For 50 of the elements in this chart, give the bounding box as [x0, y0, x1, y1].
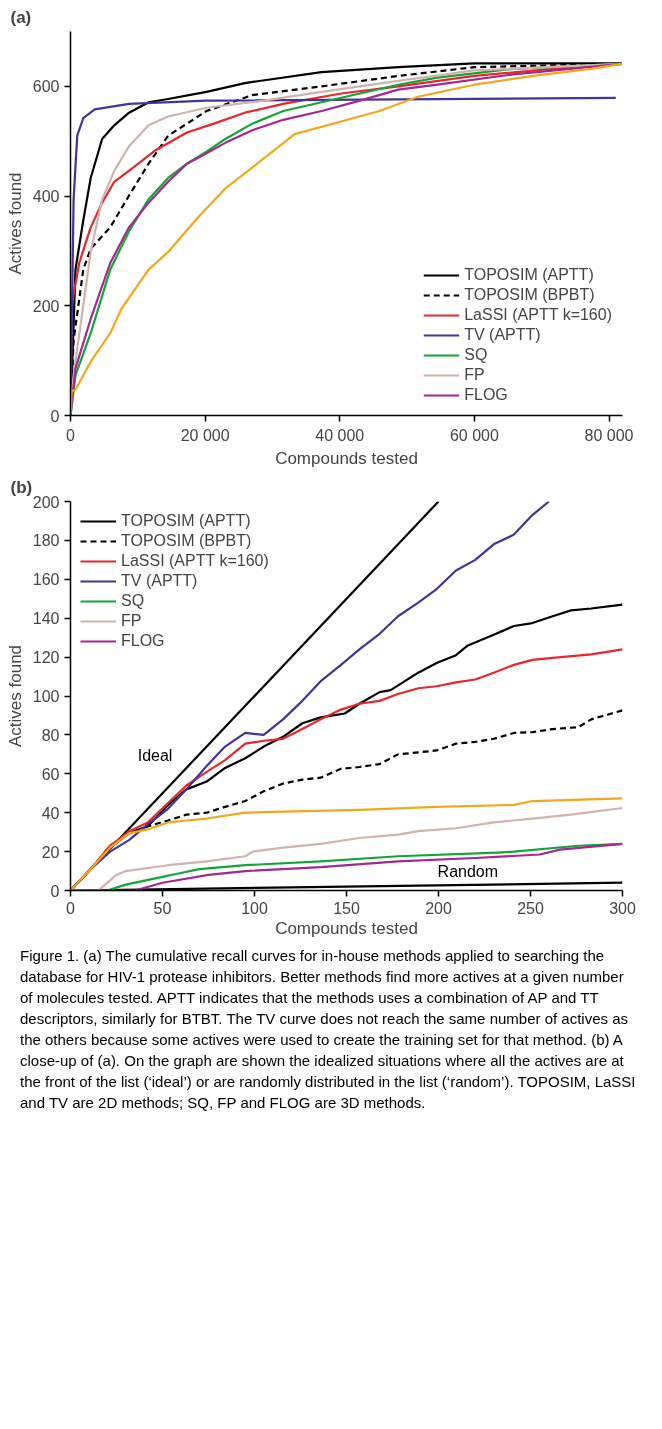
y-axis-title: Actives found	[5, 644, 25, 748]
legend-label: SQ	[121, 592, 145, 610]
legend-label: TOPOSIM (APTT)	[121, 512, 251, 530]
y-tick-label: 140	[32, 610, 60, 628]
y-tick-label: 200	[32, 297, 60, 315]
y-tick-label: 180	[32, 532, 60, 550]
x-tick-label: 150	[333, 899, 360, 917]
x-tick-label: 250	[517, 899, 544, 917]
y-tick-label: 160	[32, 571, 60, 589]
y-tick-label: 100	[32, 688, 60, 705]
x-tick-label: 40 000	[315, 426, 365, 444]
x-tick-label: 80 000	[584, 426, 634, 444]
y-tick-label: 60	[41, 765, 60, 783]
y-axis-title: Actives found	[5, 172, 25, 275]
legend-label: TOPOSIM (APTT)	[464, 266, 594, 284]
y-tick-label: 20	[41, 843, 60, 861]
legend-label: SQ	[464, 346, 488, 364]
legend-label: FLOG	[121, 632, 165, 650]
x-tick-label: 300	[609, 899, 636, 917]
y-tick-label: 0	[50, 407, 60, 425]
legend-label: LaSSI (APTT k=160)	[121, 552, 269, 570]
legend-label: LaSSI (APTT k=160)	[464, 306, 612, 324]
y-tick-label: 200	[32, 493, 60, 511]
x-tick-label: 200	[425, 899, 452, 917]
y-tick-label: 120	[32, 649, 60, 667]
annotation: Ideal	[137, 746, 173, 764]
legend-label: FP	[464, 366, 485, 384]
y-tick-label: 400	[32, 188, 60, 206]
legend-label: FLOG	[464, 386, 508, 404]
x-tick-label: 60 000	[449, 426, 499, 444]
x-axis-title: Compounds tested	[275, 448, 418, 468]
x-tick-label: 0	[66, 426, 76, 444]
chart-title: (b)	[10, 477, 33, 497]
x-tick-label: 100	[241, 899, 268, 917]
y-tick-label: 600	[32, 78, 60, 96]
y-tick-label: 0	[50, 882, 60, 900]
x-tick-label: 20 000	[180, 426, 230, 444]
x-axis-title: Compounds tested	[275, 918, 418, 938]
chart-title: (a)	[10, 7, 32, 27]
legend-label: FP	[121, 612, 142, 630]
x-tick-label: 0	[66, 899, 76, 917]
y-tick-label: 80	[41, 726, 60, 744]
annotation: Random	[437, 863, 499, 881]
caption: Figure 1. (a) The cumulative recall curves for in-house methods applied to searching the database for HIV-1 protease inhibitors. Better methods find more actives at a given number of molecules tested. APTT indicates that the methods uses a combination of AP and TT descriptors, similarly for BTBT. The TV curve does not reach the same number of actives as the others because some actives were used to create the training set for that method. (b) A close-up of (a). On the graph are shown the idealized situations where all the actives are at the front of the list (‘ideal’) or are randomly distributed in the list (‘random’). TOPOSIM, LaSSI and TV are 2D methods; SQ, FP and FLOG are 3D methods.	[20, 946, 637, 1113]
y-tick-label: 40	[41, 804, 60, 822]
legend-label: TV (APTT)	[464, 326, 541, 344]
x-tick-label: 50	[153, 899, 172, 917]
legend-label: TV (APTT)	[121, 572, 198, 590]
legend-label: TOPOSIM (BPBT)	[464, 286, 595, 304]
legend-label: TOPOSIM (BPBT)	[121, 532, 252, 550]
